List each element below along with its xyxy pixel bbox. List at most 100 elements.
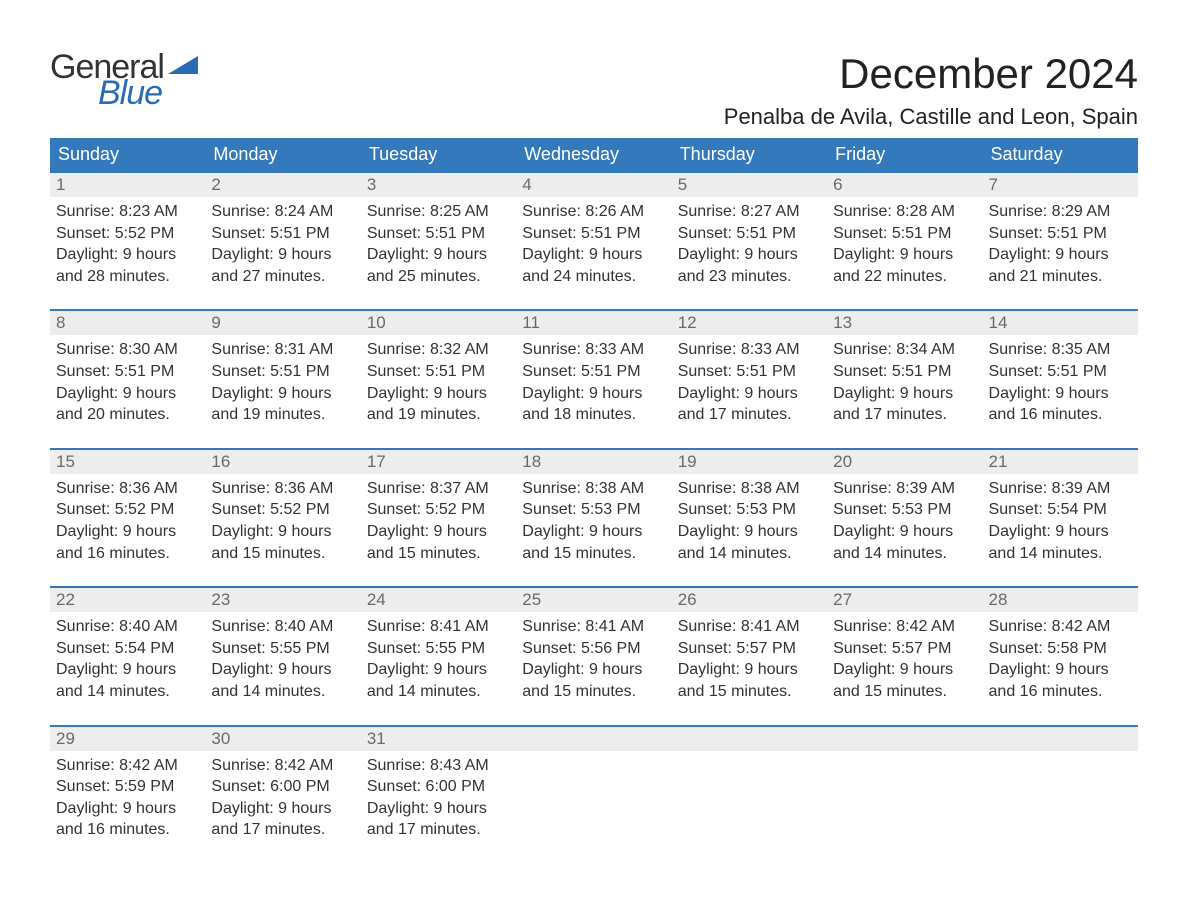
sunrise-text: Sunrise: 8:41 AM bbox=[678, 616, 821, 638]
page: General Blue December 2024 Penalba de Av… bbox=[0, 0, 1188, 903]
sunrise-text: Sunrise: 8:28 AM bbox=[833, 201, 976, 223]
daylight-text: and 16 minutes. bbox=[989, 681, 1132, 703]
sunset-text: Sunset: 5:55 PM bbox=[367, 638, 510, 660]
day-content-cell: Sunrise: 8:40 AMSunset: 5:55 PMDaylight:… bbox=[205, 612, 360, 725]
day-number-cell: 20 bbox=[827, 449, 982, 474]
day-content-cell: Sunrise: 8:42 AMSunset: 6:00 PMDaylight:… bbox=[205, 751, 360, 863]
day-content-cell: Sunrise: 8:38 AMSunset: 5:53 PMDaylight:… bbox=[672, 474, 827, 587]
sunrise-text: Sunrise: 8:33 AM bbox=[678, 339, 821, 361]
sunrise-text: Sunrise: 8:42 AM bbox=[833, 616, 976, 638]
sunset-text: Sunset: 5:54 PM bbox=[56, 638, 199, 660]
sunset-text: Sunset: 5:51 PM bbox=[989, 361, 1132, 383]
daylight-text: Daylight: 9 hours bbox=[56, 798, 199, 820]
sunset-text: Sunset: 5:51 PM bbox=[367, 361, 510, 383]
daylight-text: Daylight: 9 hours bbox=[56, 659, 199, 681]
weekday-header: Friday bbox=[827, 138, 982, 172]
brand-logo: General Blue bbox=[50, 50, 198, 110]
sunset-text: Sunset: 6:00 PM bbox=[367, 776, 510, 798]
daycontent-row: Sunrise: 8:23 AMSunset: 5:52 PMDaylight:… bbox=[50, 197, 1138, 310]
daylight-text: Daylight: 9 hours bbox=[989, 244, 1132, 266]
daylight-text: and 14 minutes. bbox=[211, 681, 354, 703]
daylight-text: and 15 minutes. bbox=[522, 681, 665, 703]
day-number-cell: 14 bbox=[983, 310, 1138, 335]
sunset-text: Sunset: 6:00 PM bbox=[211, 776, 354, 798]
daylight-text: Daylight: 9 hours bbox=[678, 659, 821, 681]
weekday-header: Thursday bbox=[672, 138, 827, 172]
sunrise-text: Sunrise: 8:23 AM bbox=[56, 201, 199, 223]
daylight-text: Daylight: 9 hours bbox=[989, 383, 1132, 405]
day-content-cell: Sunrise: 8:29 AMSunset: 5:51 PMDaylight:… bbox=[983, 197, 1138, 310]
daylight-text: and 14 minutes. bbox=[678, 543, 821, 565]
day-content-cell: Sunrise: 8:30 AMSunset: 5:51 PMDaylight:… bbox=[50, 335, 205, 448]
day-content-cell: Sunrise: 8:42 AMSunset: 5:57 PMDaylight:… bbox=[827, 612, 982, 725]
sunrise-text: Sunrise: 8:41 AM bbox=[522, 616, 665, 638]
daylight-text: Daylight: 9 hours bbox=[211, 659, 354, 681]
day-content-cell: Sunrise: 8:43 AMSunset: 6:00 PMDaylight:… bbox=[361, 751, 516, 863]
day-content-cell: Sunrise: 8:37 AMSunset: 5:52 PMDaylight:… bbox=[361, 474, 516, 587]
daylight-text: Daylight: 9 hours bbox=[367, 521, 510, 543]
day-number-cell: 10 bbox=[361, 310, 516, 335]
day-number-cell: 22 bbox=[50, 587, 205, 612]
daylight-text: Daylight: 9 hours bbox=[833, 244, 976, 266]
sunrise-text: Sunrise: 8:26 AM bbox=[522, 201, 665, 223]
sunrise-text: Sunrise: 8:40 AM bbox=[211, 616, 354, 638]
sunset-text: Sunset: 5:55 PM bbox=[211, 638, 354, 660]
sunrise-text: Sunrise: 8:33 AM bbox=[522, 339, 665, 361]
sunset-text: Sunset: 5:51 PM bbox=[367, 223, 510, 245]
day-number-cell: 5 bbox=[672, 172, 827, 197]
day-content-cell bbox=[983, 751, 1138, 863]
daylight-text: Daylight: 9 hours bbox=[833, 383, 976, 405]
sunrise-text: Sunrise: 8:32 AM bbox=[367, 339, 510, 361]
daylight-text: Daylight: 9 hours bbox=[367, 383, 510, 405]
sunset-text: Sunset: 5:51 PM bbox=[522, 361, 665, 383]
daylight-text: and 27 minutes. bbox=[211, 266, 354, 288]
sunrise-text: Sunrise: 8:36 AM bbox=[56, 478, 199, 500]
day-number-cell bbox=[827, 726, 982, 751]
day-number-cell: 25 bbox=[516, 587, 671, 612]
daylight-text: and 17 minutes. bbox=[211, 819, 354, 841]
sunset-text: Sunset: 5:51 PM bbox=[678, 223, 821, 245]
daylight-text: and 16 minutes. bbox=[56, 819, 199, 841]
daylight-text: and 23 minutes. bbox=[678, 266, 821, 288]
daynum-row: 293031 bbox=[50, 726, 1138, 751]
sunset-text: Sunset: 5:51 PM bbox=[56, 361, 199, 383]
weekday-header-row: Sunday Monday Tuesday Wednesday Thursday… bbox=[50, 138, 1138, 172]
daylight-text: and 14 minutes. bbox=[367, 681, 510, 703]
daylight-text: Daylight: 9 hours bbox=[367, 244, 510, 266]
day-number-cell: 13 bbox=[827, 310, 982, 335]
day-content-cell bbox=[516, 751, 671, 863]
sunset-text: Sunset: 5:54 PM bbox=[989, 499, 1132, 521]
sunset-text: Sunset: 5:51 PM bbox=[211, 223, 354, 245]
daylight-text: Daylight: 9 hours bbox=[678, 383, 821, 405]
day-number-cell: 11 bbox=[516, 310, 671, 335]
day-number-cell: 1 bbox=[50, 172, 205, 197]
day-content-cell: Sunrise: 8:35 AMSunset: 5:51 PMDaylight:… bbox=[983, 335, 1138, 448]
day-number-cell: 18 bbox=[516, 449, 671, 474]
daylight-text: and 24 minutes. bbox=[522, 266, 665, 288]
day-content-cell: Sunrise: 8:41 AMSunset: 5:57 PMDaylight:… bbox=[672, 612, 827, 725]
daylight-text: and 19 minutes. bbox=[367, 404, 510, 426]
weekday-header: Monday bbox=[205, 138, 360, 172]
day-number-cell: 15 bbox=[50, 449, 205, 474]
weekday-header: Wednesday bbox=[516, 138, 671, 172]
daylight-text: and 28 minutes. bbox=[56, 266, 199, 288]
sunrise-text: Sunrise: 8:39 AM bbox=[833, 478, 976, 500]
sunrise-text: Sunrise: 8:27 AM bbox=[678, 201, 821, 223]
day-content-cell bbox=[672, 751, 827, 863]
sunset-text: Sunset: 5:57 PM bbox=[678, 638, 821, 660]
day-number-cell: 23 bbox=[205, 587, 360, 612]
day-number-cell bbox=[516, 726, 671, 751]
daylight-text: Daylight: 9 hours bbox=[211, 521, 354, 543]
day-number-cell bbox=[672, 726, 827, 751]
sunrise-text: Sunrise: 8:43 AM bbox=[367, 755, 510, 777]
day-number-cell: 2 bbox=[205, 172, 360, 197]
daylight-text: and 15 minutes. bbox=[367, 543, 510, 565]
daynum-row: 22232425262728 bbox=[50, 587, 1138, 612]
daylight-text: and 22 minutes. bbox=[833, 266, 976, 288]
daylight-text: Daylight: 9 hours bbox=[833, 659, 976, 681]
day-number-cell: 31 bbox=[361, 726, 516, 751]
daylight-text: and 14 minutes. bbox=[989, 543, 1132, 565]
daylight-text: and 14 minutes. bbox=[56, 681, 199, 703]
daylight-text: Daylight: 9 hours bbox=[833, 521, 976, 543]
day-number-cell: 3 bbox=[361, 172, 516, 197]
